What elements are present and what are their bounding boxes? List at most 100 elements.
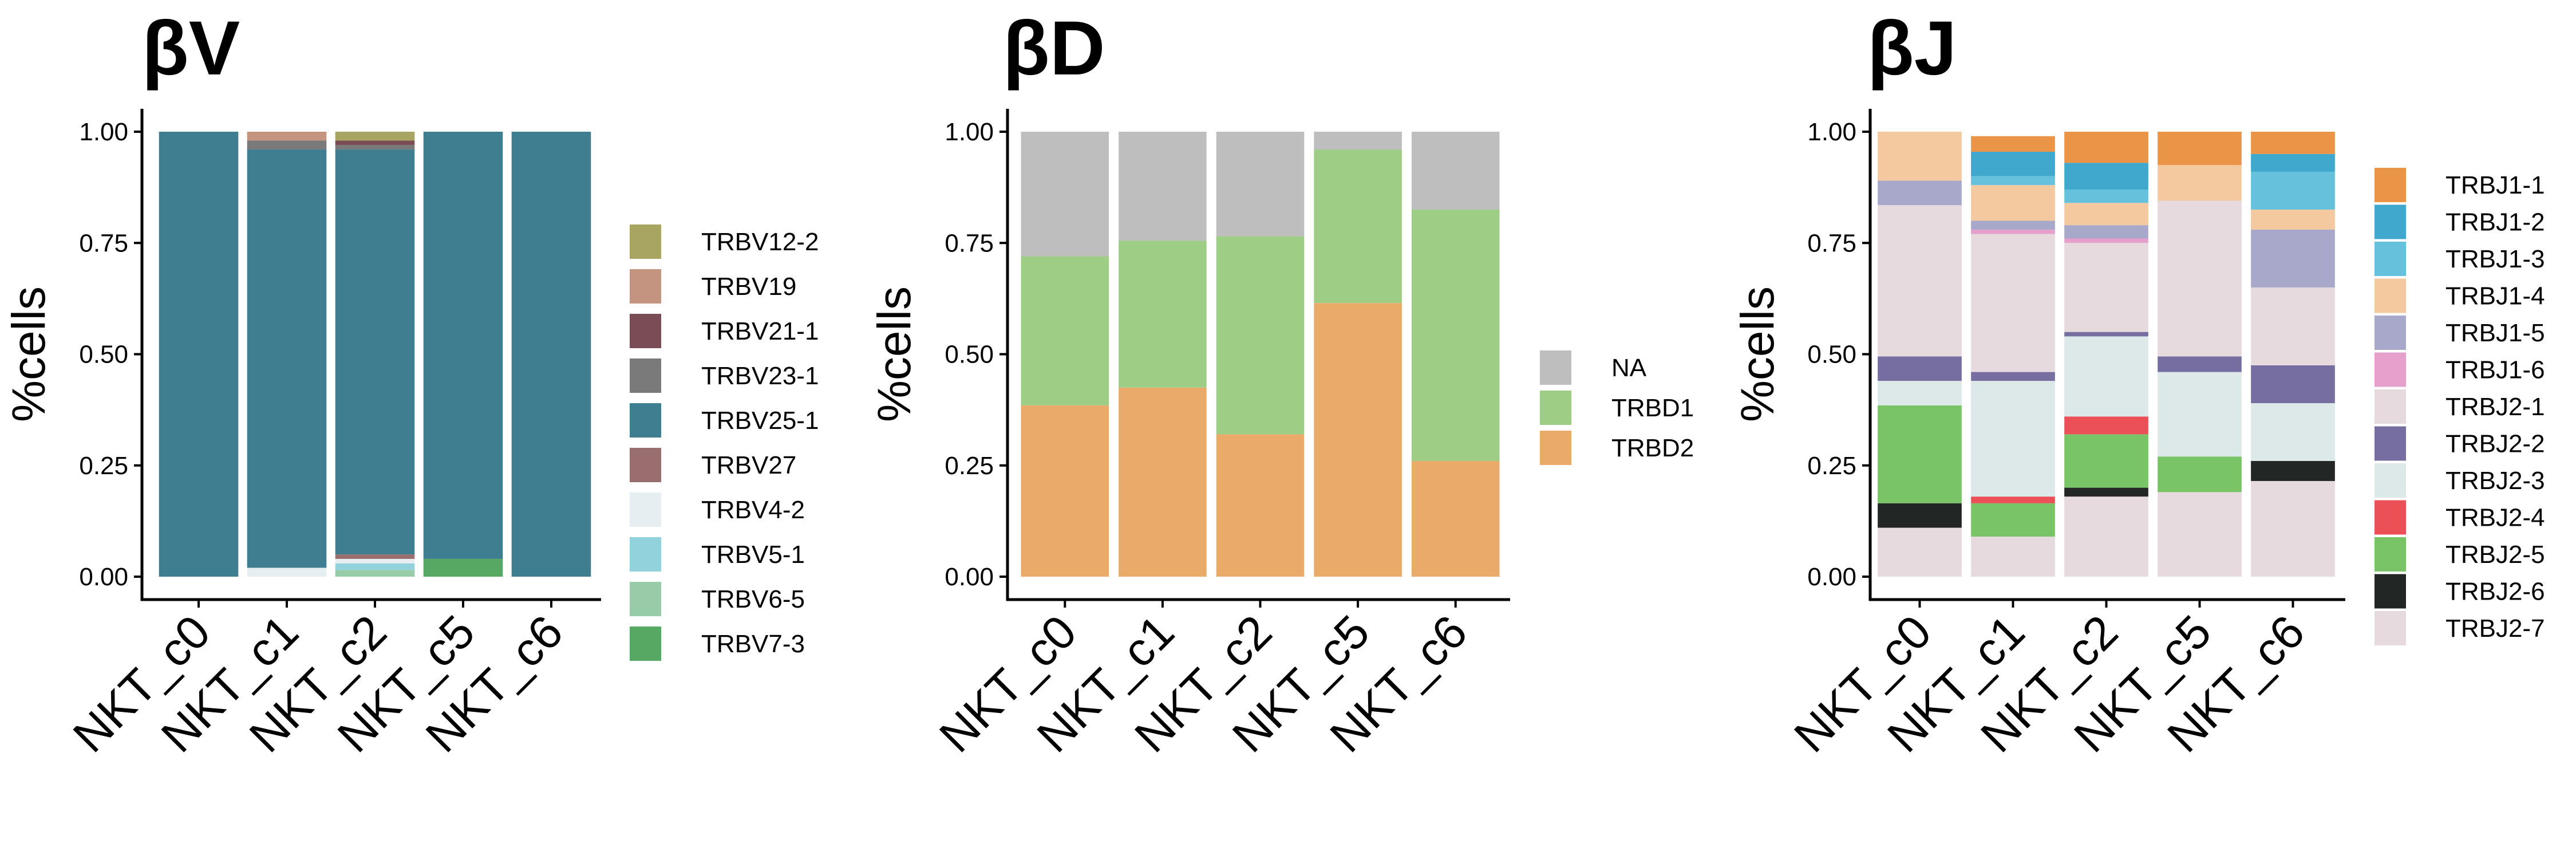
legend-label-trbj2-1: TRBJ2-1 (2445, 393, 2545, 421)
legend-label-trbj2-6: TRBJ2-6 (2445, 578, 2545, 606)
bar-j-nkt-c1-trbj2-3 (1971, 381, 2055, 497)
bar-j-nkt-c5-trbj2-1 (2158, 200, 2242, 357)
bar-d-nkt-c5-trbd2 (1314, 303, 1402, 577)
bar-j-nkt-c1-trbj1-5 (1971, 220, 2055, 230)
y-tick-label-j: 0.75 (1807, 229, 1856, 257)
bar-v-nkt-c2-trbv6-5 (335, 570, 415, 577)
y-tick-label-d: 0.00 (945, 563, 994, 591)
bar-j-nkt-c0-trbj2-2 (1878, 356, 1962, 381)
legend-swatch-trbj1-3 (2374, 242, 2406, 276)
bar-d-nkt-c2-trbd1 (1216, 236, 1305, 435)
legend-swatch-trbj1-5 (2374, 316, 2406, 350)
legend-swatch-trbv25-1 (630, 403, 661, 438)
bar-v-nkt-c2-trbv5-1 (335, 563, 415, 570)
bar-j-nkt-c1-trbj2-5 (1971, 503, 2055, 537)
bar-d-nkt-c6-trbd2 (1411, 460, 1500, 577)
panel-title-v: βV (142, 6, 240, 91)
bar-v-nkt-c2-trbv21-1 (335, 140, 415, 145)
legend-swatch-na (1540, 350, 1571, 385)
bar-v-nkt-c1-trbv25-1 (247, 149, 327, 568)
legend-swatch-trbj1-6 (2374, 352, 2406, 387)
legend-swatch-trbj2-5 (2374, 537, 2406, 572)
bar-j-nkt-c1-trbj1-2 (1971, 151, 2055, 176)
legend-label-na: NA (1611, 354, 1647, 382)
legend-label-trbv19: TRBV19 (701, 273, 796, 301)
bar-j-nkt-c2-trbj1-3 (2064, 190, 2148, 203)
legend-swatch-trbd2 (1540, 431, 1571, 465)
bar-d-nkt-c0-trbd1 (1021, 256, 1109, 405)
legend-swatch-trbj2-4 (2374, 500, 2406, 535)
panel-beta-d: βD%cellsNKT_c0NKT_c1NKT_c2NKT_c5NKT_c60.… (868, 6, 1694, 762)
y-tick-label-v: 0.00 (79, 563, 128, 591)
legend-label-trbj1-5: TRBJ1-5 (2445, 319, 2545, 347)
legend-label-trbv23-1: TRBV23-1 (701, 362, 819, 390)
bar-j-nkt-c2-trbj1-5 (2064, 225, 2148, 239)
bar-v-nkt-c1-trbv23-1 (247, 140, 327, 150)
bar-v-nkt-c2-trbv23-1 (335, 145, 415, 150)
bar-v-nkt-c5-trbv25-1 (423, 132, 503, 559)
bar-j-nkt-c1-trbj1-4 (1971, 185, 2055, 221)
legend-label-trbv7-3: TRBV7-3 (701, 630, 805, 658)
legend-label-trbv21-1: TRBV21-1 (701, 317, 819, 345)
legend-label-trbj1-3: TRBJ1-3 (2445, 245, 2545, 273)
bar-v-nkt-c0-trbv25-1 (159, 132, 239, 577)
bar-j-nkt-c6-trbj2-1 (2251, 287, 2335, 365)
y-tick-label-v: 1.00 (79, 118, 128, 146)
legend-swatch-trbj2-7 (2374, 611, 2406, 645)
panel-beta-j: βJ%cellsNKT_c0NKT_c1NKT_c2NKT_c5NKT_c60.… (1732, 6, 2545, 762)
y-axis-label-v: %cells (3, 286, 55, 422)
bar-j-nkt-c2-trbj2-3 (2064, 336, 2148, 417)
legend-swatch-trbv27 (630, 448, 661, 482)
bar-j-nkt-c6-trbj2-7 (2251, 480, 2335, 577)
y-tick-label-v: 0.75 (79, 229, 128, 257)
bar-d-nkt-c0-trbd2 (1021, 405, 1109, 577)
bar-j-nkt-c2-trbj2-5 (2064, 434, 2148, 488)
legend-swatch-trbv7-3 (630, 626, 661, 661)
bar-j-nkt-c6-trbj2-2 (2251, 365, 2335, 403)
bar-d-nkt-c5-na (1314, 132, 1402, 150)
bar-j-nkt-c6-trbj1-2 (2251, 153, 2335, 172)
bar-j-nkt-c6-trbj2-6 (2251, 460, 2335, 481)
bar-j-nkt-c2-trbj1-1 (2064, 132, 2148, 163)
legend-label-trbj1-1: TRBJ1-1 (2445, 171, 2545, 199)
panel-title-j: βJ (1867, 6, 1957, 91)
bar-j-nkt-c1-trbj2-1 (1971, 234, 2055, 372)
legend-label-trbv27: TRBV27 (701, 451, 796, 479)
bar-j-nkt-c5-trbj1-4 (2158, 165, 2242, 201)
legend-label-trbj1-2: TRBJ1-2 (2445, 208, 2545, 237)
bar-d-nkt-c2-trbd2 (1216, 434, 1305, 577)
panel-beta-v: βV%cellsNKT_c0NKT_c1NKT_c2NKT_c5NKT_c60.… (3, 6, 819, 762)
y-tick-label-j: 1.00 (1807, 118, 1856, 146)
bar-d-nkt-c2-na (1216, 132, 1305, 237)
bar-j-nkt-c6-trbj2-3 (2251, 403, 2335, 461)
bar-v-nkt-c6-trbv25-1 (511, 132, 591, 577)
legend-swatch-trbj2-2 (2374, 426, 2406, 461)
bar-d-nkt-c1-trbd1 (1119, 241, 1207, 388)
bar-j-nkt-c1-trbj1-3 (1971, 176, 2055, 186)
y-tick-label-d: 1.00 (945, 118, 994, 146)
legend-swatch-trbv19 (630, 269, 661, 304)
bar-j-nkt-c6-trbj1-5 (2251, 229, 2335, 287)
bar-j-nkt-c6-trbj1-1 (2251, 132, 2335, 154)
bar-j-nkt-c2-trbj1-4 (2064, 203, 2148, 226)
bar-j-nkt-c2-trbj2-6 (2064, 487, 2148, 497)
y-axis-label-d: %cells (868, 286, 920, 422)
legend-label-trbj2-4: TRBJ2-4 (2445, 504, 2545, 532)
legend-label-trbj2-3: TRBJ2-3 (2445, 467, 2545, 495)
bar-j-nkt-c2-trbj2-7 (2064, 497, 2148, 577)
bar-v-nkt-c2-trbv4-2 (335, 558, 415, 564)
legend-swatch-trbv23-1 (630, 358, 661, 393)
legend-label-trbj2-7: TRBJ2-7 (2445, 614, 2545, 643)
bar-j-nkt-c5-trbj2-2 (2158, 356, 2242, 372)
legend-swatch-trbv12-2 (630, 224, 661, 259)
legend-label-trbj2-5: TRBJ2-5 (2445, 541, 2545, 569)
legend-swatch-trbv5-1 (630, 537, 661, 572)
legend-swatch-trbv6-5 (630, 582, 661, 616)
legend-label-trbd2: TRBD2 (1611, 434, 1694, 462)
bar-j-nkt-c0-trbj1-4 (1878, 132, 1962, 181)
bar-j-nkt-c0-trbj2-1 (1878, 205, 1962, 357)
bar-j-nkt-c1-trbj1-6 (1971, 229, 2055, 234)
bar-d-nkt-c0-na (1021, 132, 1109, 257)
legend-label-trbj1-6: TRBJ1-6 (2445, 356, 2545, 384)
